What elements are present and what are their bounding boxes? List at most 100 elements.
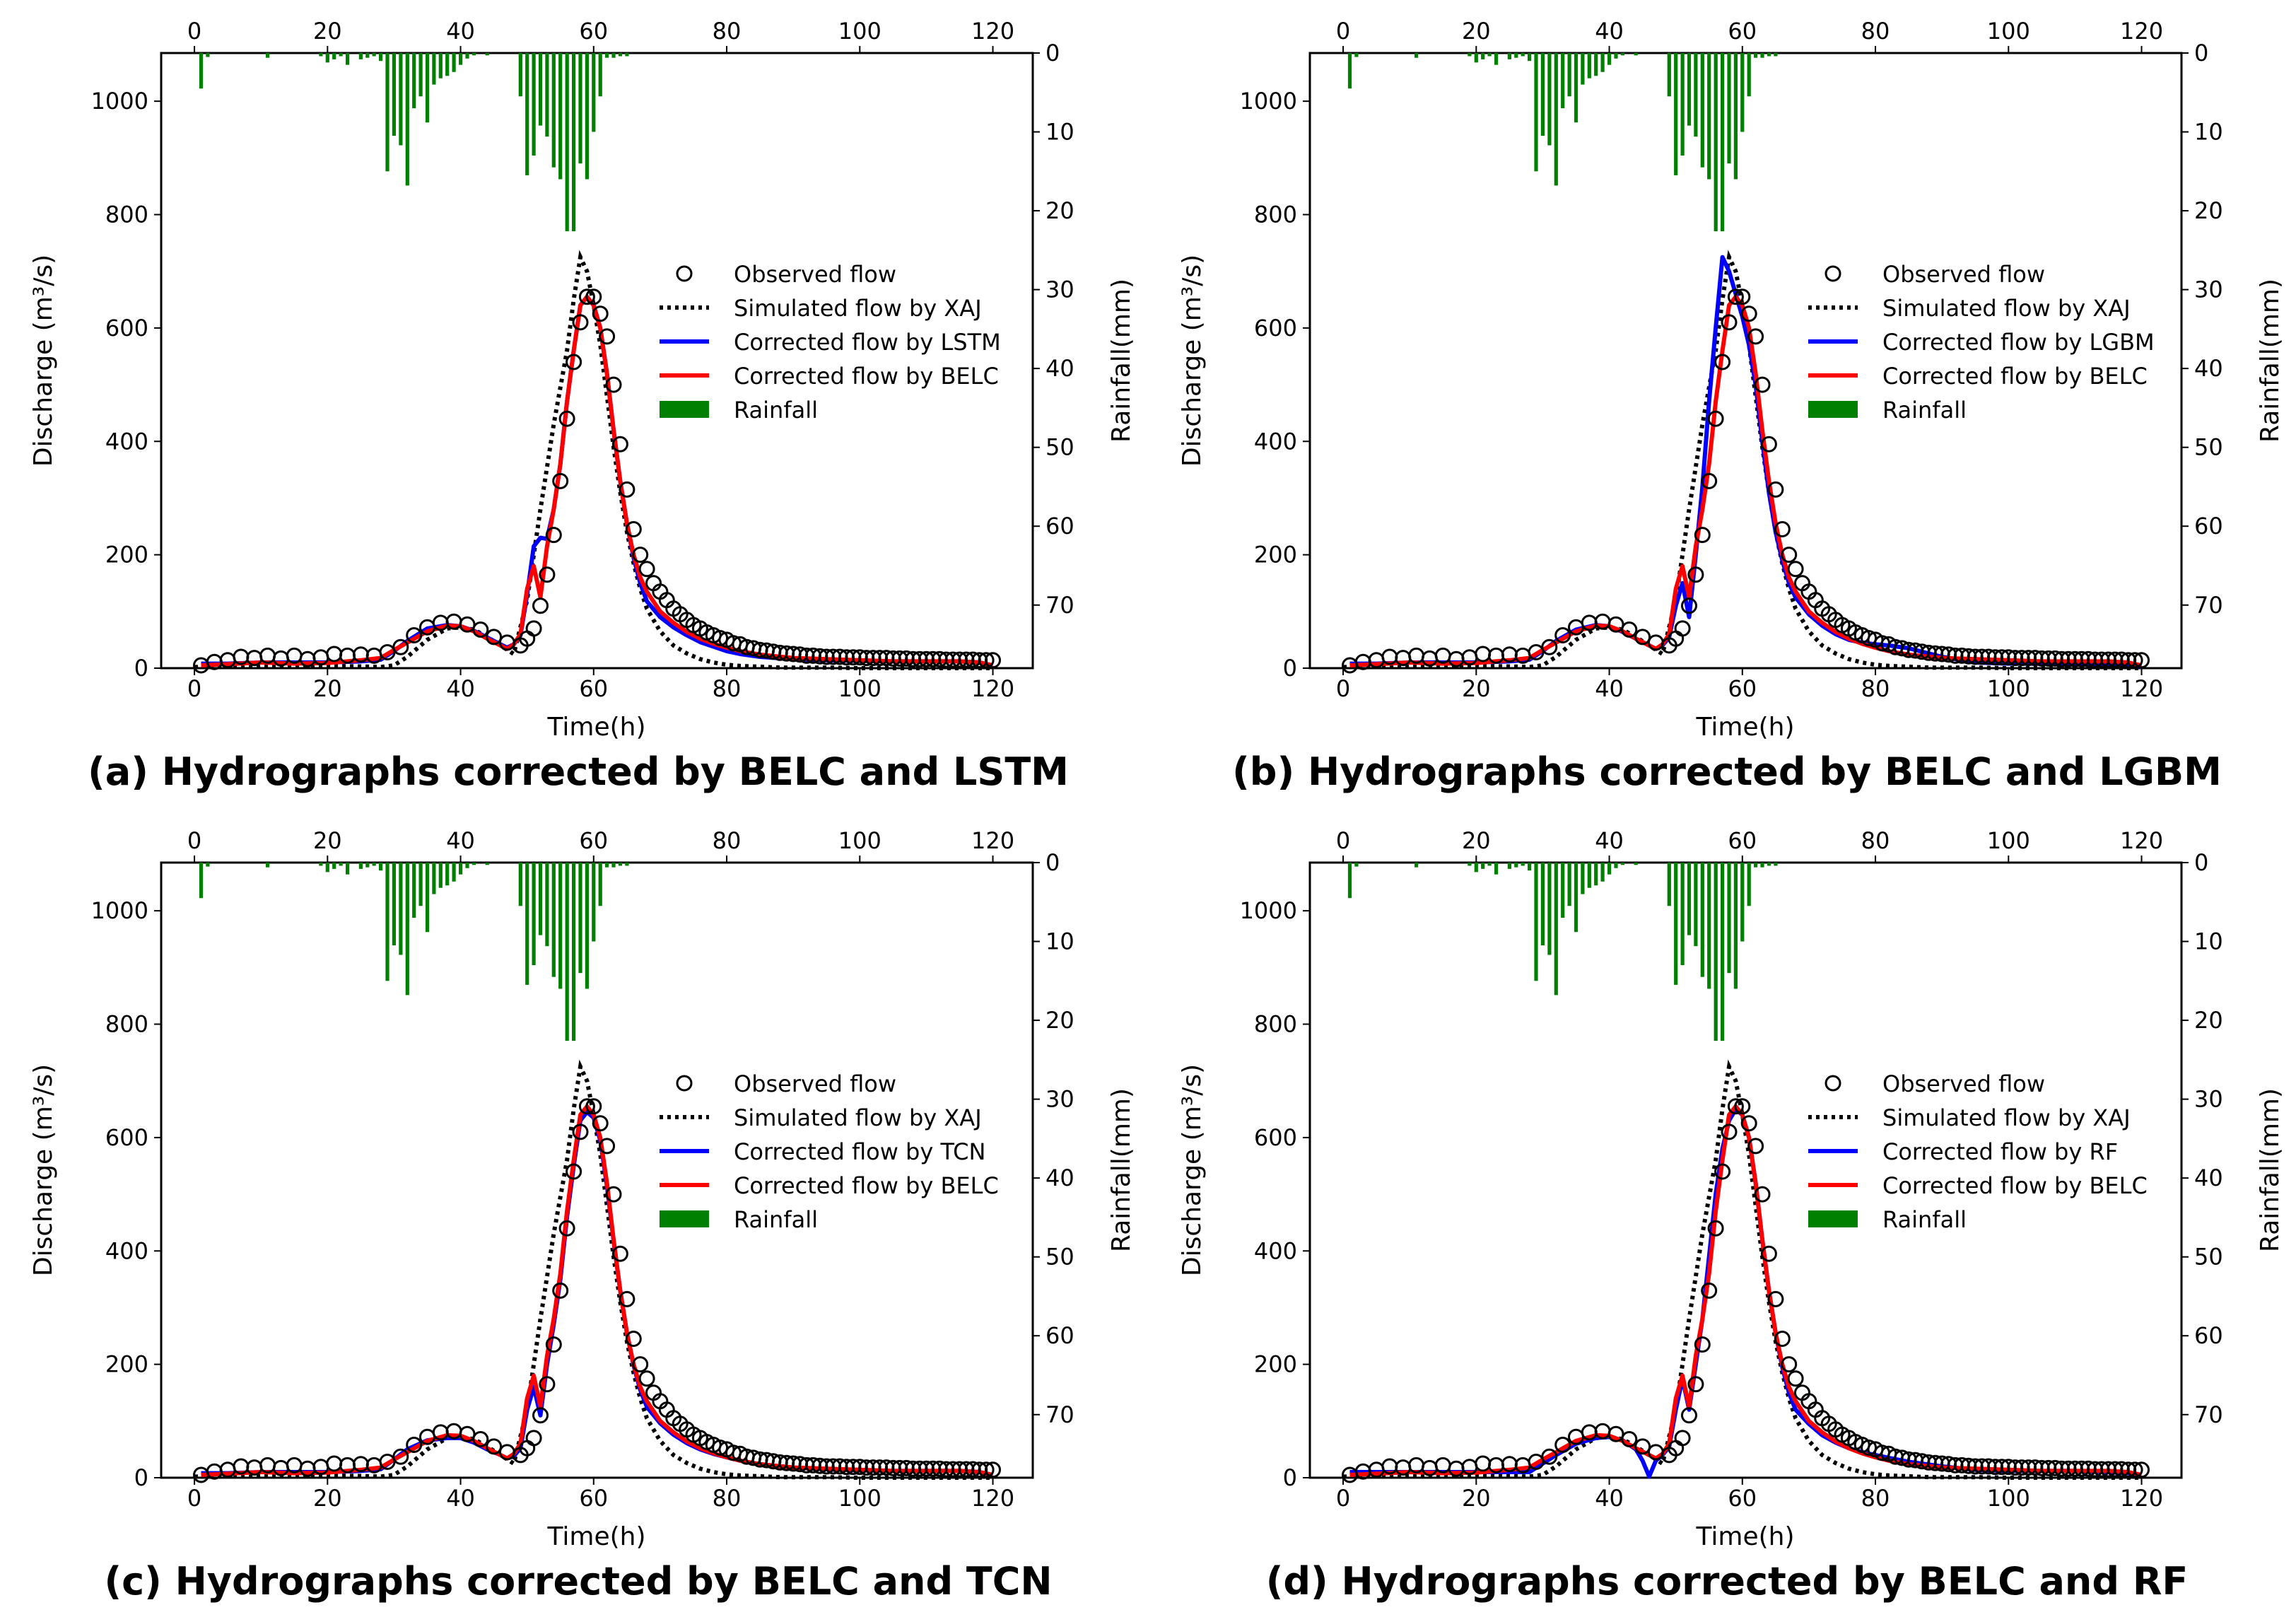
legend-observed-label: Observed flow — [734, 261, 896, 288]
legend: Observed flow Simulated flow by XAJ Corr… — [660, 261, 1001, 424]
y-tick-label-right: 0 — [1046, 40, 1060, 66]
observed-markers — [1342, 1098, 2150, 1483]
observed-point — [1694, 527, 1711, 544]
x-tick-label-bottom: 40 — [446, 675, 475, 702]
axes-frame — [160, 861, 1034, 1479]
y-tick-label-right: 0 — [2194, 40, 2208, 66]
rainfall-bar — [1481, 863, 1485, 869]
y-tick-label-right: 50 — [1046, 1244, 1074, 1271]
rainfall-bar — [432, 863, 436, 894]
observed-point — [472, 1431, 489, 1447]
y-tick-label-left: 200 — [1254, 1351, 1297, 1378]
x-tick-label-bottom: 100 — [1987, 1485, 2030, 1512]
rainfall-bar — [1414, 863, 1419, 868]
observed-point — [1760, 436, 1777, 453]
observed-point — [1754, 1186, 1771, 1203]
x-tick-label-bottom: 100 — [838, 675, 882, 702]
y-tick-label-left: 1000 — [91, 897, 148, 924]
rainfall-bar — [1707, 53, 1711, 180]
rainfall-bar — [1494, 863, 1499, 875]
y-tick-label-right: 10 — [1046, 119, 1074, 146]
x-tick-label-top: 0 — [187, 827, 201, 854]
rainfall-bar — [525, 863, 529, 985]
x-tick-label-bottom: 100 — [838, 1485, 882, 1512]
x-tick-label-bottom: 60 — [1728, 675, 1757, 702]
y-tick-label-left: 400 — [1254, 428, 1297, 455]
observed-point — [1554, 1437, 1571, 1453]
rainfall-bar — [1667, 53, 1671, 97]
rainfall-bar — [1554, 863, 1558, 996]
observed-point — [625, 521, 642, 537]
legend-simulated-label: Simulated flow by XAJ — [1882, 1104, 2131, 1131]
rainfall-bar — [1468, 863, 1472, 866]
observed-point — [326, 1455, 343, 1472]
observed-point — [1721, 314, 1738, 331]
rainfall-bar — [1760, 863, 1764, 868]
rainfall-bar — [1587, 53, 1591, 78]
observed-point — [985, 652, 1001, 669]
rainfall-bar — [346, 863, 350, 875]
rainfall-bar — [425, 53, 430, 123]
rainfall-bar — [1674, 863, 1678, 985]
rainfall-bar — [1474, 53, 1478, 63]
observed-point — [619, 481, 636, 498]
observed-point — [572, 1123, 589, 1140]
rainfall-bar — [472, 53, 476, 56]
observed-point — [978, 652, 995, 669]
observed-point — [406, 1437, 423, 1453]
rainfall-bar — [1347, 53, 1352, 89]
y-tick-label-left: 1000 — [1240, 88, 1297, 115]
rainfall-bar — [199, 863, 204, 899]
observed-point — [978, 1461, 995, 1478]
legend-belc-label: Corrected flow by BELC — [1882, 363, 2148, 390]
rainfall-bar — [585, 53, 589, 180]
y-tick-label-left: 800 — [105, 202, 148, 228]
observed-point — [326, 646, 343, 662]
x-tick-label-top: 20 — [1462, 827, 1491, 854]
x-tick-label-top: 0 — [187, 18, 201, 45]
legend: Observed flow Simulated flow by XAJ Corr… — [1808, 1070, 2148, 1233]
rainfall-bars — [199, 863, 629, 1041]
rainfall-bar — [339, 53, 343, 57]
legend-rainfall-swatch — [1808, 401, 1858, 418]
y-tick-label-right: 20 — [1046, 197, 1074, 224]
y-tick-label-left: 200 — [1254, 542, 1297, 568]
y-tick-label-right: 60 — [2194, 513, 2223, 539]
observed-markers — [193, 1098, 1001, 1483]
rainfall-bar — [611, 53, 616, 58]
rainfall-bar — [425, 863, 430, 933]
rainfall-bar — [1760, 53, 1764, 58]
rainfall-bar — [1547, 53, 1552, 146]
rainfall-bar — [558, 53, 563, 180]
rainfall-bar — [532, 53, 536, 156]
legend-observed-label: Observed flow — [1882, 261, 2045, 288]
observed-point — [486, 629, 503, 646]
rainfall-bar — [438, 863, 443, 888]
rainfall-bar — [405, 863, 409, 996]
observed-point — [632, 547, 649, 564]
panel-title: (b) Hydrographs corrected by BELC and LG… — [1232, 749, 2222, 794]
observed-point — [599, 1138, 616, 1155]
rainfall-bar — [438, 53, 443, 78]
y-tick-label-right: 50 — [2194, 1244, 2223, 1271]
rainfall-bar — [1581, 53, 1585, 85]
rainfall-bar — [1667, 863, 1671, 906]
rainfall-bar — [385, 53, 390, 172]
y-axis-left-label: Discharge (m³/s) — [29, 1064, 58, 1276]
y-tick-label-right: 70 — [1046, 1401, 1074, 1428]
observed-point — [525, 1430, 542, 1447]
x-axis-label: Time(h) — [1695, 713, 1794, 742]
y-tick-label-left: 600 — [1254, 315, 1297, 342]
y-tick-label-left: 400 — [105, 1237, 148, 1264]
observed-point — [1754, 376, 1771, 393]
rainfall-bar — [325, 863, 329, 872]
rainfall-bar — [266, 53, 270, 58]
observed-point — [1554, 627, 1571, 643]
legend-rainfall-swatch — [660, 401, 709, 418]
rainfall-bar — [538, 53, 543, 126]
rainfall-bar — [1354, 863, 1359, 867]
rainfall-bar — [1721, 863, 1725, 1041]
rainfall-bar — [465, 53, 469, 59]
rainfall-bar — [1528, 863, 1532, 871]
rainfall-bar — [605, 863, 609, 868]
